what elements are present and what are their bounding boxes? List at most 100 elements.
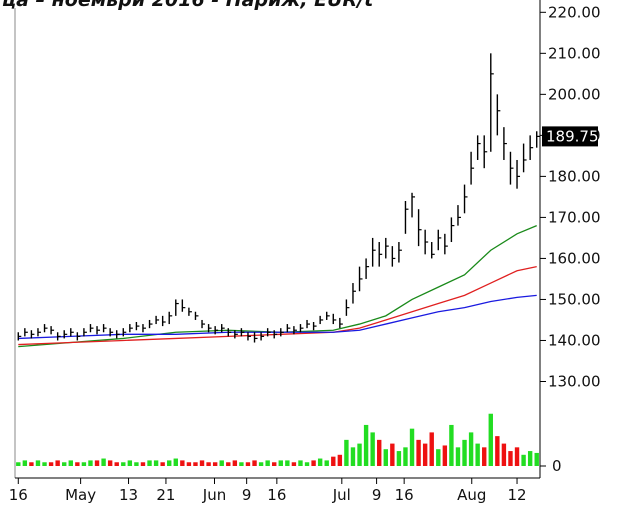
volume-bar (363, 424, 369, 466)
y-tick-label: 140.00 (548, 331, 601, 349)
volume-bar (311, 460, 316, 466)
volume-bar (232, 460, 238, 466)
volume-bar (462, 439, 467, 466)
last-price-label: 189.75 (546, 127, 599, 145)
volume-bar (88, 460, 93, 466)
moving-average (18, 225, 537, 348)
volume-bar (527, 451, 533, 466)
volume-bar (167, 460, 172, 466)
volume-bar (475, 443, 480, 466)
volume-bar (186, 462, 192, 466)
volume-bar (153, 460, 159, 466)
x-tick-label: 9 (372, 486, 382, 504)
volume-bar (101, 458, 106, 466)
volume-bar (42, 462, 47, 466)
y-tick-label: 210.00 (548, 44, 601, 62)
volume-bar (304, 462, 310, 466)
volume-tick-label: 0 (552, 457, 562, 475)
x-tick-label: May (65, 486, 96, 504)
volume-bar (390, 443, 395, 466)
volume-bar (199, 460, 205, 466)
volume-bar (206, 462, 211, 466)
volume-bar (488, 413, 493, 466)
volume-bar (265, 460, 270, 466)
volume-bar (383, 449, 388, 466)
volume-bar (107, 460, 113, 466)
x-tick-label: 13 (119, 486, 138, 504)
volume-bar (173, 458, 178, 466)
volume-bar (317, 458, 323, 466)
y-tick-label: 130.00 (548, 372, 601, 390)
y-tick-label: 220.00 (548, 3, 601, 21)
volume-bar (35, 460, 41, 466)
x-tick-label: 9 (242, 486, 252, 504)
volume-bar (114, 462, 119, 466)
volume-bar (482, 447, 487, 466)
volume-bar (508, 451, 513, 466)
volume-bar (534, 452, 539, 466)
volume-bar (278, 460, 283, 466)
volume-bar (436, 449, 441, 466)
volume-bar (55, 460, 60, 466)
volume-bar (298, 460, 303, 466)
x-tick-label: Jul (332, 486, 351, 504)
x-tick-label: 16 (267, 486, 286, 504)
volume-bar (22, 460, 28, 466)
volume-bar (403, 447, 408, 466)
y-tick-label: 200.00 (548, 85, 601, 103)
volume-bar (258, 462, 264, 466)
volume-bar (16, 462, 21, 466)
y-tick-label: 180.00 (548, 167, 601, 185)
volume-bar (75, 462, 80, 466)
volume-bar (29, 462, 34, 466)
volume-bar (134, 462, 139, 466)
volume-bar (81, 462, 87, 466)
x-tick-label: Jun (202, 486, 226, 504)
volume-bar (337, 454, 343, 466)
volume-bar (62, 462, 67, 466)
volume-bar (252, 460, 257, 466)
volume-bar (468, 432, 474, 466)
volume-bar (455, 447, 461, 466)
volume-bar (48, 462, 54, 466)
chart-title: ца – ноември 2016 - Париж, EUR/t (2, 0, 374, 11)
volume-bar (193, 462, 198, 466)
y-tick-label: 170.00 (548, 208, 601, 226)
volume-bar (285, 460, 290, 466)
volume-bar (147, 460, 152, 466)
volume-bar (409, 428, 415, 466)
y-tick-label: 160.00 (548, 249, 601, 267)
volume-bar (416, 439, 421, 466)
volume-bar (429, 432, 434, 466)
y-tick-label: 150.00 (548, 290, 601, 308)
volume-bar (422, 443, 428, 466)
volume-bar (180, 460, 185, 466)
x-tick-label: 21 (156, 486, 175, 504)
volume-bar (121, 462, 126, 466)
volume-bar (68, 460, 73, 466)
volume-bar (331, 456, 336, 466)
volume-bar (344, 439, 349, 466)
volume-bar (495, 436, 500, 466)
volume-bar (377, 439, 382, 466)
volume-bar (239, 462, 244, 466)
x-tick-label: Aug (457, 486, 486, 504)
moving-average (18, 294, 537, 340)
volume-bar (449, 424, 454, 466)
x-tick-label: 12 (507, 486, 526, 504)
volume-bar (140, 462, 146, 466)
last-price-box (542, 126, 598, 147)
x-tick-label: 16 (9, 486, 28, 504)
volume-bar (94, 460, 100, 466)
volume-bar (291, 462, 297, 466)
volume-bar (219, 460, 224, 466)
volume-bar (160, 462, 165, 466)
volume-bar (226, 462, 231, 466)
volume-bar (272, 462, 277, 466)
volume-bar (324, 460, 329, 466)
volume-bar (370, 432, 375, 466)
volume-bar (442, 445, 448, 466)
volume-bar (350, 447, 356, 466)
volume-bar (357, 443, 362, 466)
